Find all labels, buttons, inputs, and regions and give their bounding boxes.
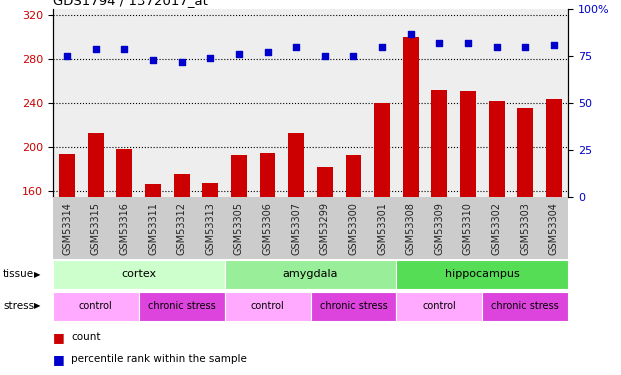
Bar xyxy=(59,154,75,197)
Text: GSM53316: GSM53316 xyxy=(119,202,129,255)
Bar xyxy=(345,155,361,197)
Text: percentile rank within the sample: percentile rank within the sample xyxy=(71,354,247,364)
Point xyxy=(148,57,158,63)
Text: GSM53301: GSM53301 xyxy=(377,202,387,255)
Text: GSM53305: GSM53305 xyxy=(234,202,244,255)
Point xyxy=(435,40,445,46)
Point xyxy=(263,50,273,55)
Bar xyxy=(138,292,225,321)
Bar xyxy=(225,292,310,321)
Bar xyxy=(231,155,247,197)
Point xyxy=(62,53,72,59)
Text: GSM53302: GSM53302 xyxy=(492,202,502,255)
Text: hippocampus: hippocampus xyxy=(445,269,520,279)
Point xyxy=(377,44,387,50)
Text: stress: stress xyxy=(3,301,34,311)
Bar xyxy=(310,292,396,321)
Point xyxy=(206,55,215,61)
Text: cortex: cortex xyxy=(121,269,156,279)
Point xyxy=(234,51,244,57)
Bar xyxy=(432,90,447,197)
Text: GSM53313: GSM53313 xyxy=(206,202,215,255)
Text: chronic stress: chronic stress xyxy=(148,301,215,311)
Bar xyxy=(53,260,225,289)
Text: ▶: ▶ xyxy=(34,302,40,310)
Text: ▶: ▶ xyxy=(34,270,40,279)
Text: control: control xyxy=(422,301,456,311)
Point xyxy=(177,59,187,65)
Bar xyxy=(460,91,476,197)
Text: control: control xyxy=(251,301,284,311)
Text: GSM53309: GSM53309 xyxy=(434,202,445,255)
Text: amygdala: amygdala xyxy=(283,269,338,279)
Bar xyxy=(53,292,138,321)
Text: GSM53304: GSM53304 xyxy=(549,202,559,255)
Bar xyxy=(396,292,483,321)
Text: GDS1794 / 1372017_at: GDS1794 / 1372017_at xyxy=(53,0,207,7)
Bar xyxy=(403,37,419,197)
Text: ■: ■ xyxy=(53,331,65,344)
Text: GSM53311: GSM53311 xyxy=(148,202,158,255)
Text: tissue: tissue xyxy=(3,269,34,279)
Point xyxy=(91,46,101,52)
Text: GSM53303: GSM53303 xyxy=(520,202,530,255)
Bar xyxy=(489,101,504,197)
Bar xyxy=(317,167,333,197)
Point xyxy=(119,46,129,52)
Bar xyxy=(174,174,189,197)
Text: GSM53312: GSM53312 xyxy=(176,202,187,255)
Bar xyxy=(225,260,396,289)
Point xyxy=(520,44,530,50)
Text: control: control xyxy=(79,301,112,311)
Bar xyxy=(483,292,568,321)
Text: GSM53300: GSM53300 xyxy=(348,202,358,255)
Bar xyxy=(546,99,562,197)
Bar xyxy=(88,133,104,197)
Text: GSM53299: GSM53299 xyxy=(320,202,330,255)
Point xyxy=(348,53,358,59)
Text: GSM53310: GSM53310 xyxy=(463,202,473,255)
Bar xyxy=(117,150,132,197)
Point xyxy=(463,40,473,46)
Text: chronic stress: chronic stress xyxy=(491,301,559,311)
Text: ■: ■ xyxy=(53,352,65,366)
Text: GSM53306: GSM53306 xyxy=(263,202,273,255)
Point xyxy=(406,31,415,37)
Bar xyxy=(202,183,218,197)
Text: chronic stress: chronic stress xyxy=(320,301,388,311)
Point xyxy=(549,42,559,48)
Point xyxy=(320,53,330,59)
Text: GSM53307: GSM53307 xyxy=(291,202,301,255)
Point xyxy=(291,44,301,50)
Bar xyxy=(517,108,533,197)
Text: GSM53314: GSM53314 xyxy=(62,202,72,255)
Bar xyxy=(374,103,390,197)
Bar xyxy=(288,133,304,197)
Text: GSM53315: GSM53315 xyxy=(91,202,101,255)
Text: GSM53308: GSM53308 xyxy=(406,202,415,255)
Bar xyxy=(396,260,568,289)
Point xyxy=(492,44,502,50)
Bar xyxy=(260,153,276,197)
Text: count: count xyxy=(71,332,101,342)
Bar xyxy=(145,184,161,197)
